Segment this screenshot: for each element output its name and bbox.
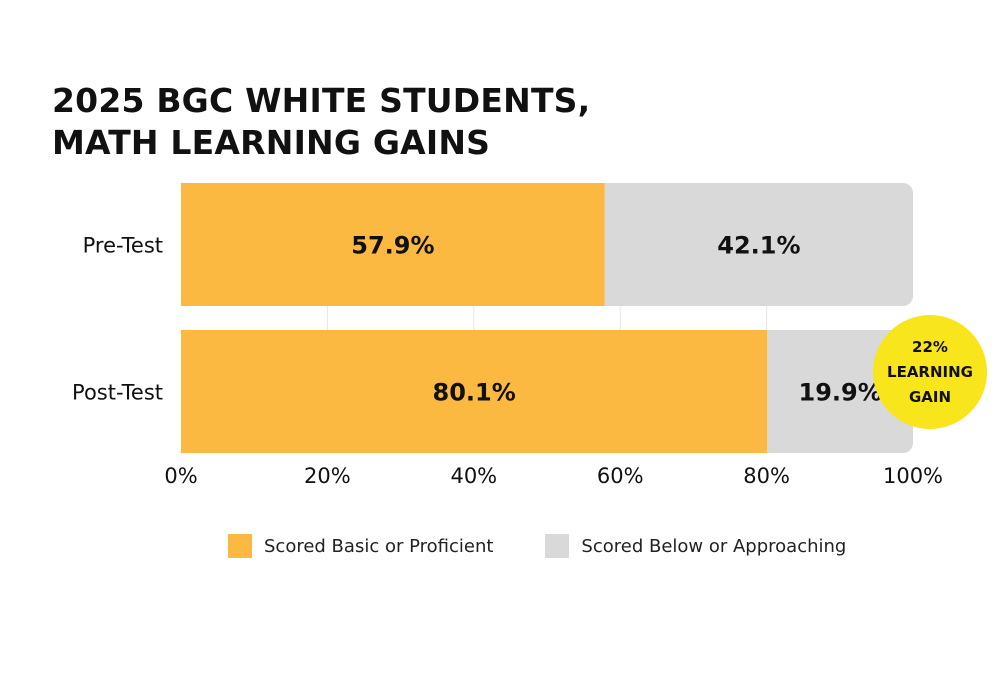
data-label-pre-test-scored-below-or-approaching: 42.1% [717,232,800,260]
legend: Scored Basic or Proficient Scored Below … [228,534,898,558]
x-tick-label-80: 80% [743,464,790,488]
bar-pre-test-scored-below-or-approaching [604,183,913,306]
category-label-pre-test: Pre-Test [83,234,163,258]
x-tick-label-20: 20% [304,464,351,488]
learning-gain-badge-text-1: 22% [912,338,948,356]
bar-pre-test-scored-basic-or-proficient [181,183,605,306]
x-tick-label-0: 0% [164,464,197,488]
x-tick-label-40: 40% [450,464,497,488]
bar-post-test-scored-basic-or-proficient [181,330,768,453]
learning-gain-badge-text-3: GAIN [909,388,951,406]
legend-label-below-approaching: Scored Below or Approaching [581,535,847,557]
x-tick-label-60: 60% [597,464,644,488]
data-label-post-test-scored-below-or-approaching: 19.9% [799,379,882,407]
legend-item-basic-proficient: Scored Basic or Proficient [228,534,493,558]
category-label-post-test: Post-Test [72,381,163,405]
x-tick-label-100: 100% [883,464,943,488]
chart-title: 2025 BGC WHITE STUDENTS, MATH LEARNING G… [52,80,652,164]
legend-swatch-below-approaching [545,534,570,558]
chart-title-line-2: MATH LEARNING GAINS [52,123,491,162]
legend-swatch-basic-proficient [228,534,252,558]
learning-gain-badge [873,315,987,429]
legend-label-basic-proficient: Scored Basic or Proficient [264,535,494,557]
legend-item-below-approaching: Scored Below or Approaching [545,534,846,558]
learning-gain-badge-text-2: LEARNING [887,363,973,381]
data-label-post-test-scored-basic-or-proficient: 80.1% [433,379,516,407]
chart-title-line-1: 2025 BGC WHITE STUDENTS, [52,81,591,120]
data-label-pre-test-scored-basic-or-proficient: 57.9% [351,232,434,260]
